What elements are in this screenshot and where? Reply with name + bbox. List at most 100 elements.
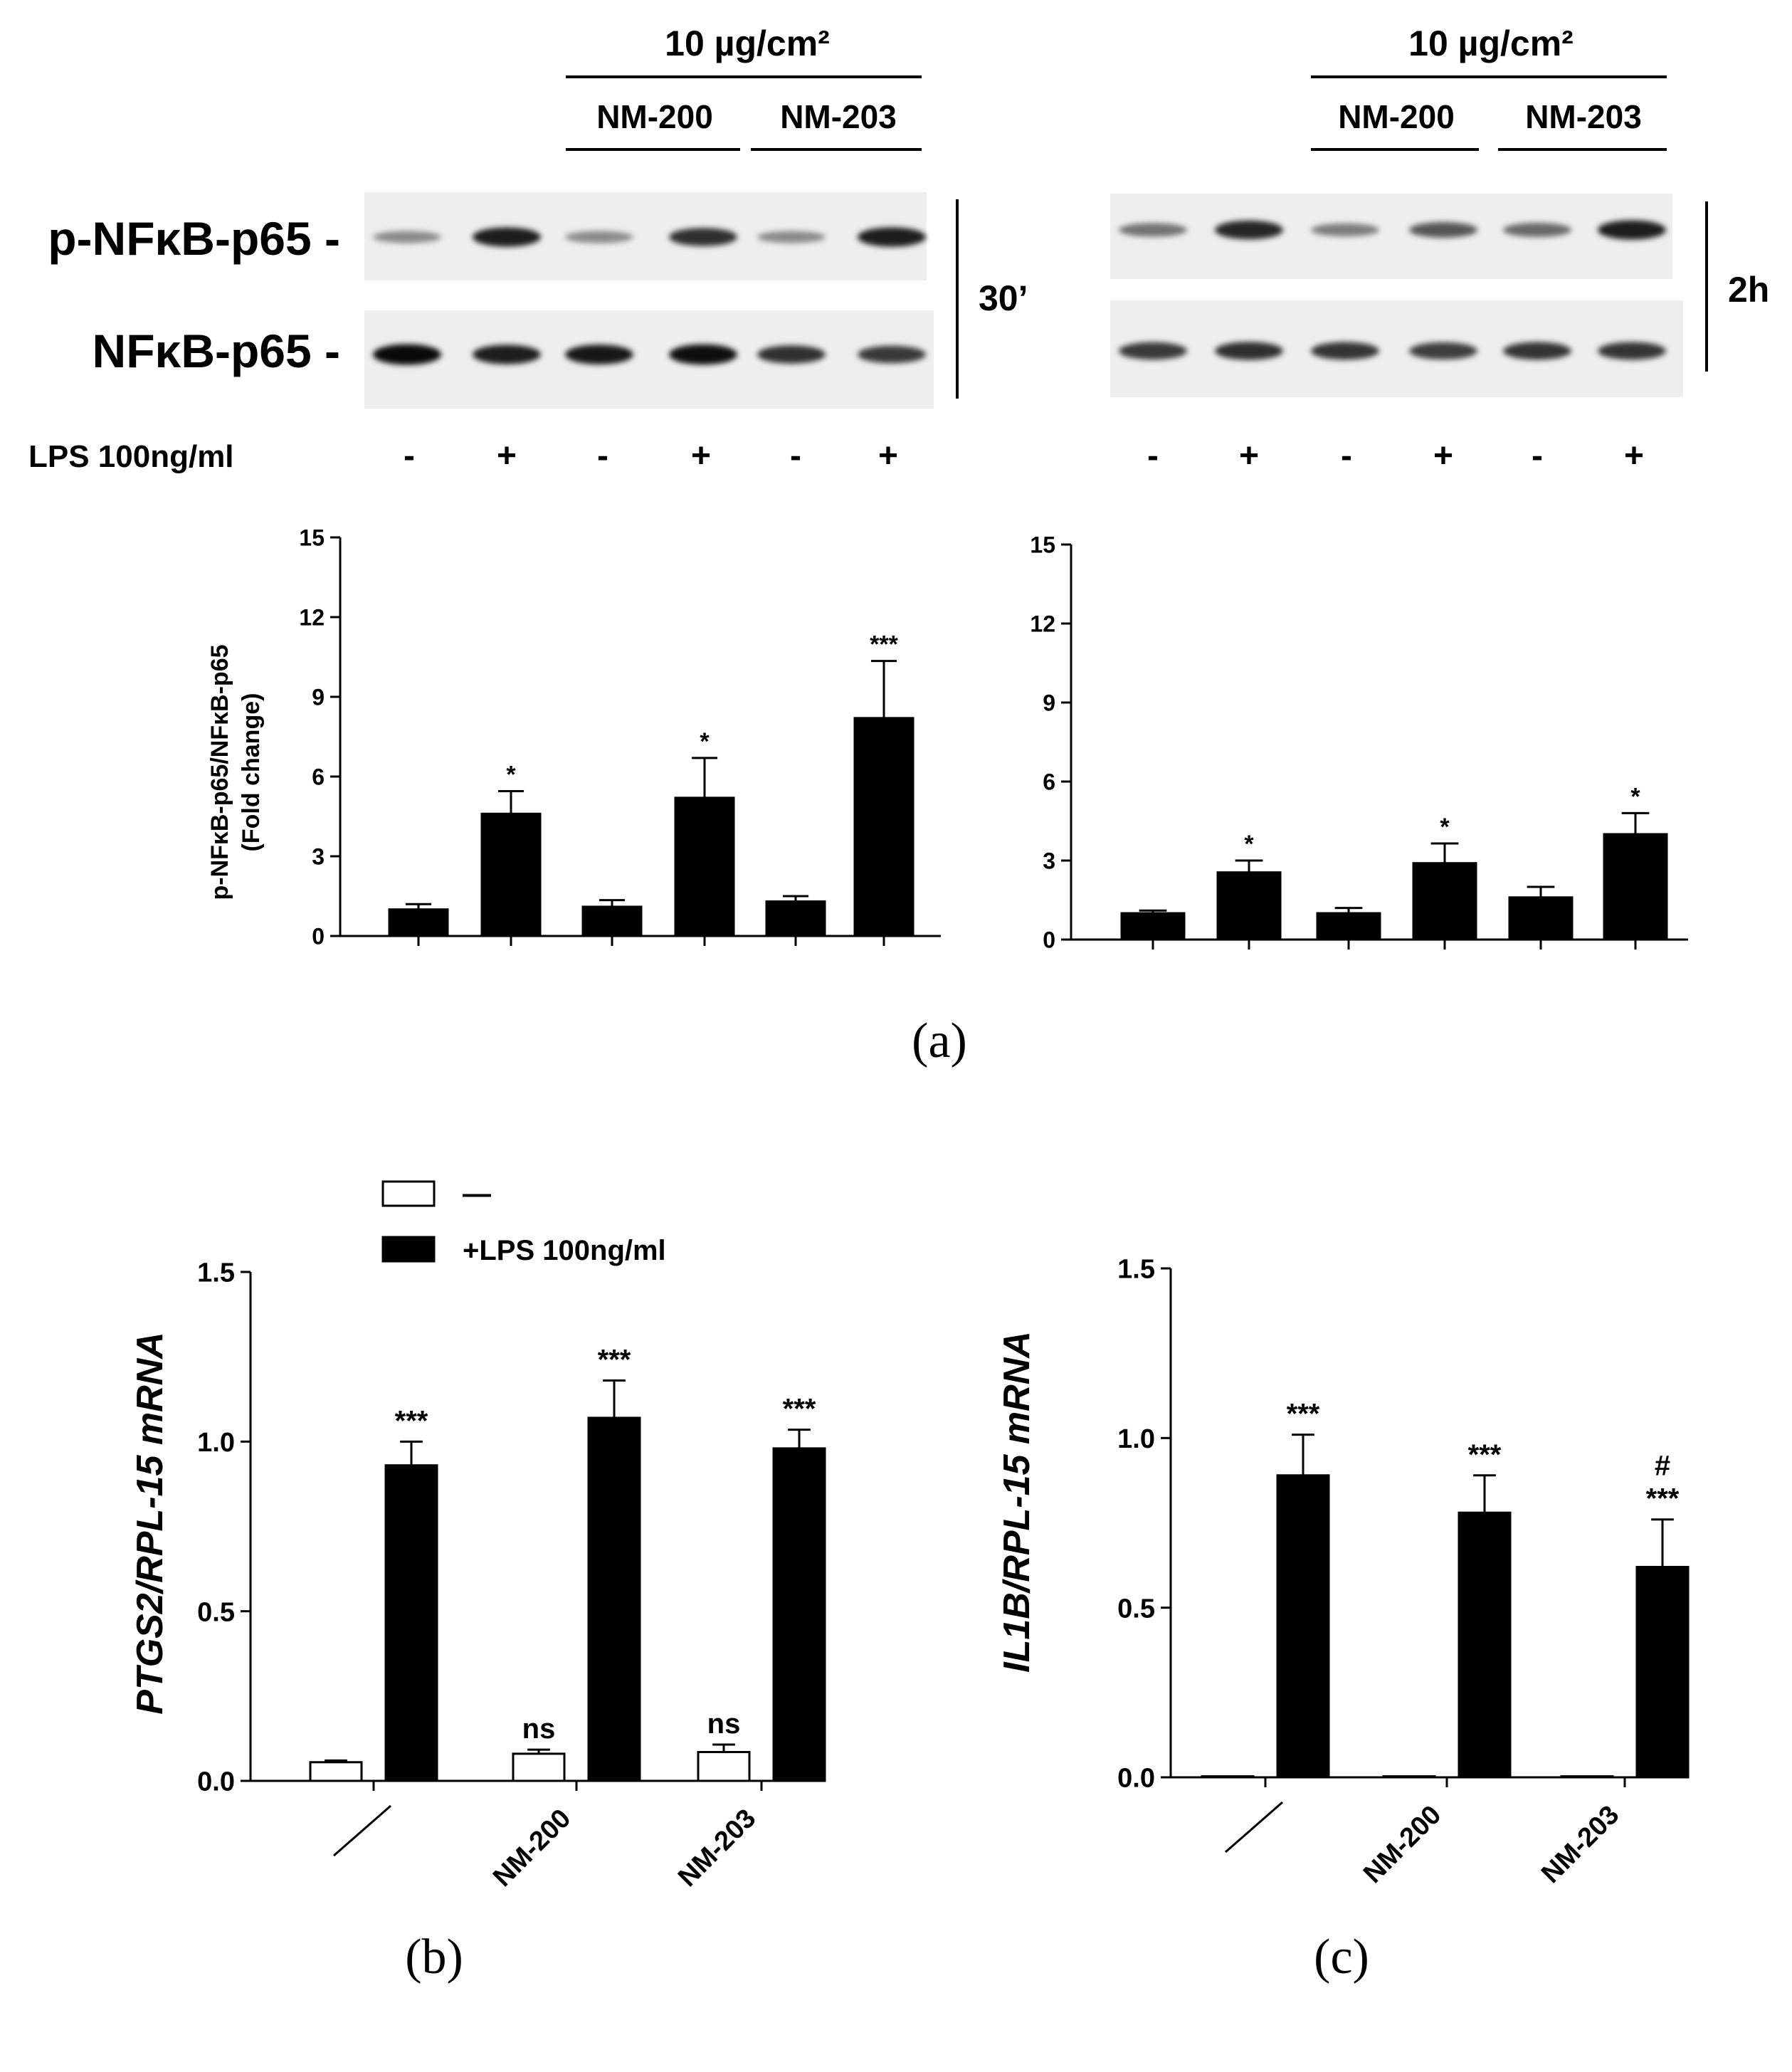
band-shape <box>565 345 633 364</box>
blot-strip-left-1 <box>364 310 934 409</box>
x-tick-label-2: NM-203 <box>673 1804 761 1893</box>
y-tick-label-3: 1.5 <box>197 1258 235 1288</box>
bar-1-annotation: * <box>506 762 516 789</box>
time-label-2h: 2h <box>1728 270 1769 310</box>
legend-label-lps: +LPS 100ng/ml <box>463 1235 666 1266</box>
lps-sign-right-1: + <box>1239 437 1259 475</box>
x-tick-label-0 <box>1225 1801 1283 1853</box>
band-shape <box>669 228 737 246</box>
y-tick-label-2: 6 <box>1043 769 1055 795</box>
band-shape <box>473 345 541 364</box>
y-tick-label-1: 3 <box>312 844 325 870</box>
x-tick-label-0 <box>333 1804 391 1857</box>
band-right-1-1 <box>1215 342 1283 360</box>
group-label-nm203-right: NM-203 <box>1525 98 1642 135</box>
y-tick-label-1: 0.5 <box>1117 1594 1155 1624</box>
band-shape <box>858 227 926 247</box>
bar-1-0 <box>1276 1474 1330 1779</box>
y-tick-label-1: 3 <box>1043 848 1055 874</box>
bar-1-1 <box>1458 1511 1512 1779</box>
band-right-1-0 <box>1119 342 1187 360</box>
legend: — +LPS 100ng/ml <box>381 1178 666 1266</box>
blot-strip-right-1 <box>1110 300 1683 397</box>
band-shape <box>1503 342 1571 360</box>
y-tick-label-2: 1.0 <box>197 1428 235 1458</box>
y-tick-label-0: 0.0 <box>1117 1764 1155 1794</box>
band-shape <box>669 344 737 365</box>
bar-1-0-annotation: *** <box>395 1405 428 1436</box>
band-shape <box>757 345 826 364</box>
bar-5 <box>853 717 915 937</box>
bar-5-annotation: * <box>1630 783 1640 810</box>
bar-1 <box>480 812 542 937</box>
ylabel-a-fold: (Fold change) <box>238 693 265 852</box>
bar-1-annotation: * <box>1244 831 1254 858</box>
band-shape <box>473 227 541 247</box>
bar-5-annotation: *** <box>870 631 898 658</box>
y-tick-label-3: 1.5 <box>1117 1255 1155 1285</box>
band-left-1-5 <box>858 345 926 364</box>
lps-signs-left: - + - + - + <box>404 437 898 475</box>
bar-3 <box>674 796 735 937</box>
band-right-1-4 <box>1503 342 1571 360</box>
bar-1-1-annotation: *** <box>598 1345 631 1376</box>
time-label-30min: 30’ <box>979 278 1028 318</box>
band-right-0-3 <box>1409 222 1477 238</box>
legend-swatch-lps <box>381 1236 436 1263</box>
lps-sign-right-5: + <box>1624 437 1644 475</box>
bar-1-1 <box>587 1416 641 1782</box>
y-tick-label-1: 0.5 <box>197 1597 235 1627</box>
bar-1-2-annotation: *** <box>1646 1483 1680 1515</box>
y-tick-label-4: 12 <box>1030 611 1055 637</box>
caption-b: (b) <box>405 1930 463 1984</box>
x-tick-label-2: NM-203 <box>1536 1800 1625 1889</box>
bar-0-1-annotation: ns <box>522 1713 556 1745</box>
band-left-0-0 <box>373 231 441 243</box>
band-right-0-0 <box>1119 223 1187 237</box>
bar-3-annotation: * <box>700 728 710 755</box>
bar-5 <box>1603 833 1668 941</box>
bar-0-2-annotation: ns <box>707 1708 741 1740</box>
band-left-0-3 <box>669 228 737 246</box>
lps-sign-left-5: + <box>878 437 898 475</box>
y-tick-label-2: 1.0 <box>1117 1424 1155 1454</box>
conc-label-right: 10 µg/cm² <box>1408 23 1574 63</box>
bar-3 <box>1412 862 1477 941</box>
bar-0-0 <box>309 1761 363 1782</box>
y-tick-label-4: 12 <box>299 605 325 631</box>
bar-4 <box>765 900 826 937</box>
band-shape <box>1311 223 1379 237</box>
band-shape <box>1503 222 1571 238</box>
chart-a-right: 0 3 6 9 12 15 * * * <box>1030 532 1688 953</box>
chart-c: 0.00.51.01.5***NM-200***NM-203#*** <box>1117 1255 1690 1889</box>
caption-c: (c) <box>1314 1930 1369 1984</box>
lps-sign-right-3: + <box>1433 437 1453 475</box>
y-tick-label-3: 9 <box>1043 690 1055 716</box>
bar-1-2-annotation: *** <box>783 1394 816 1425</box>
lps-sign-right-2: - <box>1341 437 1352 475</box>
band-shape <box>1598 220 1666 240</box>
bar-0 <box>388 908 449 937</box>
bar-4 <box>1508 896 1574 941</box>
band-right-0-4 <box>1503 222 1571 238</box>
blot-strips-left <box>364 192 934 409</box>
bar-0-1 <box>512 1752 566 1782</box>
band-shape <box>1409 222 1477 238</box>
band-left-1-4 <box>757 345 826 364</box>
band-left-1-1 <box>473 345 541 364</box>
chart-b: 0.0 0.5 1.0 1.5 *** NM-200 ns *** NM-203 ns *** <box>197 1258 826 1893</box>
bar-1-2-annotation: # <box>1655 1451 1670 1482</box>
y-tick-label-5: 15 <box>1030 532 1055 558</box>
band-shape <box>373 231 441 243</box>
lps-sign-right-0: - <box>1147 437 1159 475</box>
bar-1-2 <box>1635 1565 1690 1779</box>
band-shape <box>757 231 826 243</box>
lps-row-label: LPS 100ng/ml <box>28 439 234 474</box>
band-left-0-2 <box>565 231 633 243</box>
band-right-0-1 <box>1215 220 1283 240</box>
blot-strips-right <box>1110 194 1683 397</box>
bar-1-2 <box>772 1447 826 1782</box>
x-tick-label-1: NM-200 <box>487 1804 576 1893</box>
